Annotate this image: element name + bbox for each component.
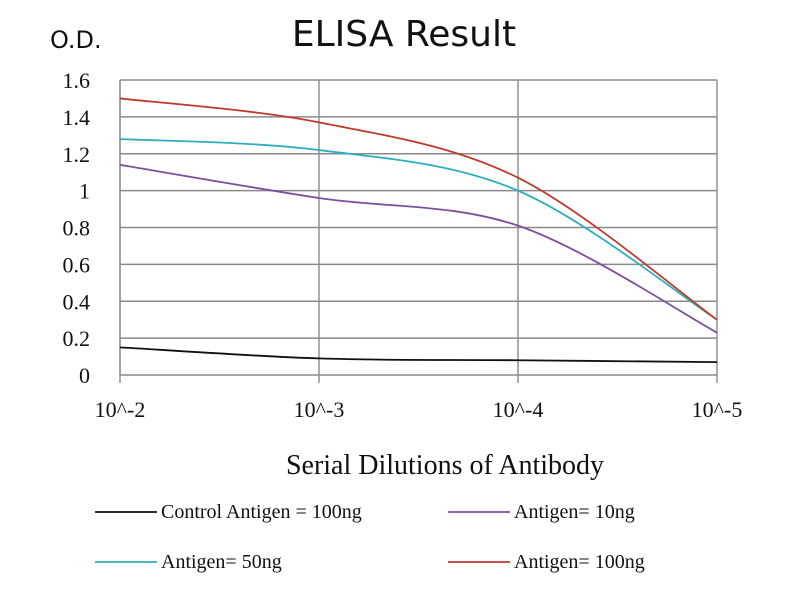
y-tick-label: 0.4: [63, 289, 91, 314]
y-tick-label: 0: [79, 363, 90, 388]
y-axis-label: O.D.: [50, 26, 102, 54]
y-tick-label: 0.8: [63, 216, 91, 241]
series-line-antigen-50ng: [119, 138, 718, 321]
x-tick-label: 10^-3: [294, 397, 345, 422]
legend: Control Antigen = 100ng Antigen= 10ng Anti…: [95, 501, 645, 573]
axes: [119, 80, 718, 383]
series-lines: [119, 97, 718, 363]
y-tick-label: 1.2: [63, 142, 91, 167]
y-tick-label: 0.6: [63, 252, 91, 277]
series-line-antigen-10ng: [119, 163, 718, 334]
legend-item: Antigen= 10ng: [448, 501, 635, 523]
y-tick-label: 0.2: [63, 326, 91, 351]
legend-label: Control Antigen = 100ng: [161, 501, 362, 523]
tick-labels: 0 0.2 0.4 0.6 0.8 1 1.2 1.4 1.6 10^-2 10^-3 10^-4 10…: [63, 68, 743, 422]
x-tick-label: 10^-2: [95, 397, 146, 422]
x-tick-label: 10^-4: [493, 397, 544, 422]
series-line-antigen-100ng: [119, 97, 718, 321]
legend-item: Antigen= 50ng: [95, 551, 282, 573]
legend-item: Antigen= 100ng: [448, 551, 645, 573]
chart-title: ELISA Result: [292, 14, 516, 55]
x-axis-label: Serial Dilutions of Antibody: [286, 450, 604, 481]
legend-label: Antigen= 50ng: [161, 551, 282, 573]
y-tick-label: 1.4: [63, 105, 91, 130]
legend-label: Antigen= 10ng: [514, 501, 635, 523]
series-line-control-antigen-100ng: [119, 346, 718, 363]
legend-label: Antigen= 100ng: [514, 551, 645, 573]
gridlines: [120, 79, 718, 375]
legend-item: Control Antigen = 100ng: [95, 501, 362, 523]
y-tick-label: 1.6: [63, 68, 91, 93]
x-tick-label: 10^-5: [692, 397, 743, 422]
y-tick-label: 1: [79, 179, 90, 204]
